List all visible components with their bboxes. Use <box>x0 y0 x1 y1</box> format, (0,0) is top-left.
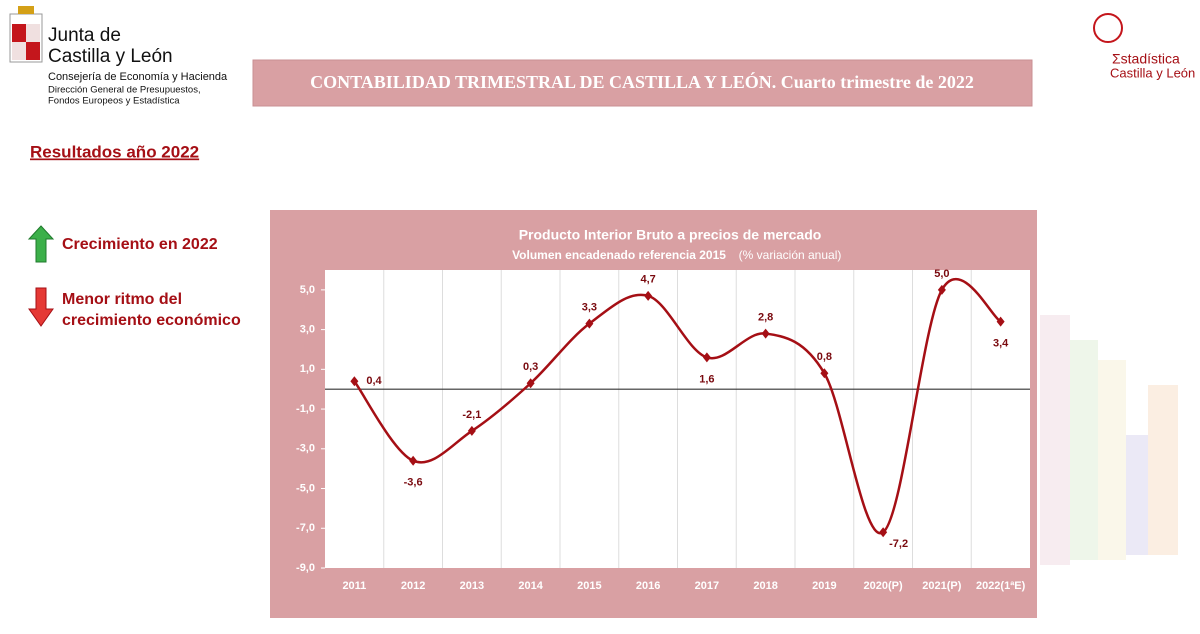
y-tick-label: 1,0 <box>300 363 315 375</box>
y-tick-label: 3,0 <box>300 324 315 336</box>
marker <box>467 425 476 436</box>
data-label: -2,1 <box>462 409 481 421</box>
y-tick-label: -5,0 <box>296 482 315 494</box>
chart-subtitle: Volumen encadenado referencia 2015 <box>512 248 726 262</box>
junta-shield <box>9 6 43 63</box>
x-tick-label: 2017 <box>695 580 719 592</box>
marker <box>585 318 594 329</box>
marker <box>702 352 711 363</box>
y-tick-label: -9,0 <box>296 562 315 574</box>
data-label: 0,8 <box>817 351 832 363</box>
marker <box>761 328 770 339</box>
x-tick-label: 2021(P) <box>922 580 961 592</box>
directorate: Fondos Europeos y Estadística <box>48 96 180 107</box>
decoration <box>1040 315 1178 565</box>
data-label: 2,8 <box>758 311 773 323</box>
data-label: -7,2 <box>889 538 908 550</box>
y-tick-label: -1,0 <box>296 403 315 415</box>
marker <box>409 455 418 466</box>
note: crecimiento económico <box>62 312 241 329</box>
marker <box>879 527 888 538</box>
banner <box>252 59 1033 107</box>
stats-logo: Castilla y León <box>1110 65 1195 80</box>
x-tick-label: 2015 <box>577 580 601 592</box>
x-tick-label: 2019 <box>812 580 836 592</box>
data-label: 5,0 <box>934 268 949 280</box>
x-tick-label: 2016 <box>636 580 660 592</box>
marker <box>820 368 829 379</box>
marker <box>644 290 653 301</box>
data-label: 3,4 <box>993 338 1009 350</box>
x-tick-label: 2020(P) <box>864 580 903 592</box>
stats-logo-mark <box>1093 13 1123 43</box>
banner-title: CONTABILIDAD TRIMESTRAL DE CASTILLA Y LE… <box>310 71 974 92</box>
data-label: 1,6 <box>699 373 714 385</box>
down-arrow <box>28 287 54 327</box>
department: Consejería de Economía y Hacienda <box>48 71 228 83</box>
x-tick-label: 2022(1ªE) <box>976 580 1026 592</box>
section-title: Resultados año 2022 <box>30 142 199 161</box>
x-tick-label: 2012 <box>401 580 425 592</box>
y-tick-label: -7,0 <box>296 522 315 534</box>
note: Menor ritmo del <box>62 291 182 308</box>
x-tick-label: 2013 <box>460 580 484 592</box>
x-tick-label: 2018 <box>753 580 777 592</box>
x-tick-label: 2011 <box>342 580 366 592</box>
data-label: 0,4 <box>366 375 382 387</box>
data-label: -3,6 <box>404 477 423 489</box>
org-name: Junta de <box>48 25 121 46</box>
marker <box>937 284 946 295</box>
data-label: 3,3 <box>582 302 597 314</box>
marker <box>350 376 359 387</box>
chart-title: Producto Interior Bruto a precios de mer… <box>519 227 822 243</box>
directorate: Dirección General de Presupuestos, <box>48 85 201 96</box>
data-label: 0,3 <box>523 361 538 373</box>
org-name: Castilla y León <box>48 46 173 67</box>
marker <box>526 378 535 389</box>
data-label: 4,7 <box>640 274 655 286</box>
x-tick-label: 2014 <box>518 580 543 592</box>
stats-logo: Σstadística <box>1112 51 1180 67</box>
note: Crecimiento en 2022 <box>62 236 218 253</box>
marker <box>996 316 1005 327</box>
y-tick-label: 5,0 <box>300 284 315 296</box>
chart-subtitle: (% variación anual) <box>739 248 842 262</box>
y-tick-label: -3,0 <box>296 443 315 455</box>
up-arrow <box>27 225 55 263</box>
